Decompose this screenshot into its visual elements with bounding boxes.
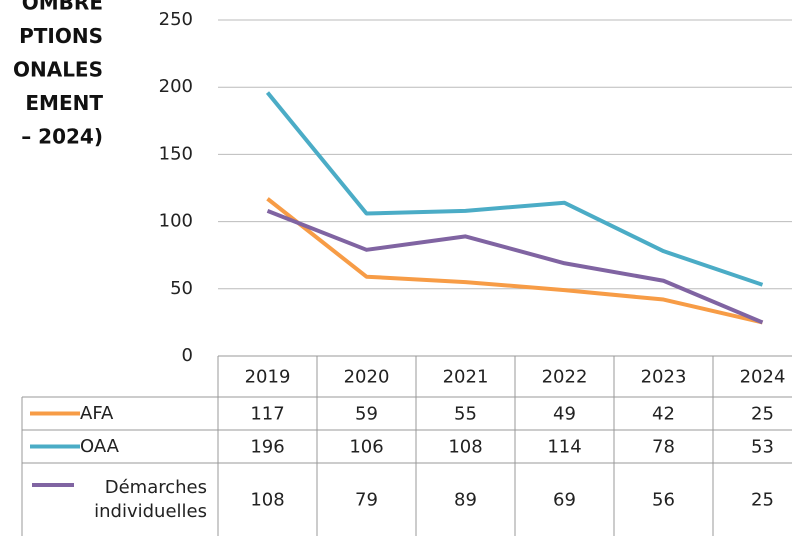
- table-cell: 79: [355, 490, 378, 511]
- table-cell: 196: [250, 437, 284, 458]
- table-header: 2019: [245, 367, 291, 388]
- table-cell: 49: [553, 404, 576, 425]
- table-header: 2024: [740, 367, 786, 388]
- table-header: 2021: [443, 367, 489, 388]
- series-line: [266, 197, 763, 325]
- table-cell: 25: [751, 490, 774, 511]
- y-tick-label: 50: [170, 278, 193, 299]
- table-cell: 114: [547, 437, 581, 458]
- table-cell: 69: [553, 490, 576, 511]
- legend-label: Démarches individuelles: [94, 477, 207, 522]
- legend-label-box: Démarches individuelles: [94, 477, 207, 522]
- chart-title: OMBRE: [22, 0, 103, 15]
- series-line: [266, 208, 764, 325]
- table-header: 2023: [641, 367, 687, 388]
- table-cell: 108: [448, 437, 482, 458]
- table-header: 2022: [542, 367, 588, 388]
- chart-title: ONALES: [13, 58, 103, 82]
- table-cell: 25: [751, 404, 774, 425]
- table-cell: 53: [751, 437, 774, 458]
- chart-title: EMENT: [25, 91, 103, 115]
- y-tick-label: 150: [159, 143, 193, 164]
- table-cell: 106: [349, 437, 383, 458]
- legend-label: AFA: [80, 402, 114, 424]
- y-tick-label: 0: [182, 345, 193, 366]
- table-cell: 78: [652, 437, 675, 458]
- legend-label: OAA: [80, 435, 119, 457]
- table-cell: 89: [454, 490, 477, 511]
- legend-label-box: OAA: [80, 435, 119, 457]
- table-header: 2020: [344, 367, 390, 388]
- table-cell: 56: [652, 490, 675, 511]
- table-cell: 42: [652, 404, 675, 425]
- table-cell: 117: [250, 404, 284, 425]
- y-tick-label: 100: [159, 211, 193, 232]
- y-tick-label: 250: [159, 9, 193, 30]
- y-tick-label: 200: [159, 76, 193, 97]
- table-cell: 59: [355, 404, 378, 425]
- series-line: [265, 91, 764, 287]
- legend-label-box: AFA: [80, 402, 114, 424]
- chart-title: – 2024): [21, 125, 103, 149]
- chart-title: PTIONS: [19, 24, 103, 48]
- table-cell: 55: [454, 404, 477, 425]
- table-cell: 108: [250, 490, 284, 511]
